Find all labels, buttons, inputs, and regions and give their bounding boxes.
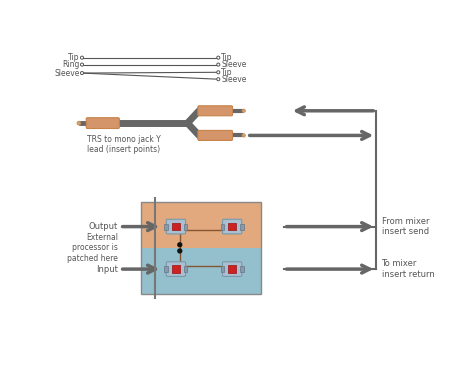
Bar — [220, 266, 225, 272]
Circle shape — [242, 109, 246, 112]
FancyBboxPatch shape — [166, 262, 185, 276]
Bar — [172, 265, 180, 273]
Text: TRS to mono jack Y
lead (insert points): TRS to mono jack Y lead (insert points) — [87, 135, 161, 154]
Text: External
processor is
patched here: External processor is patched here — [67, 233, 118, 263]
Bar — [183, 266, 188, 272]
Bar — [141, 248, 261, 294]
Bar — [172, 223, 180, 230]
Bar — [240, 223, 244, 230]
Text: Output: Output — [89, 222, 118, 231]
Circle shape — [217, 71, 220, 74]
Text: Tip: Tip — [68, 53, 80, 62]
Bar — [228, 223, 236, 230]
Bar — [141, 201, 261, 248]
Text: Sleeve: Sleeve — [55, 69, 80, 77]
Text: Sleeve: Sleeve — [221, 75, 247, 84]
FancyBboxPatch shape — [198, 106, 233, 116]
Text: Ring: Ring — [62, 60, 80, 69]
Circle shape — [77, 121, 81, 125]
FancyBboxPatch shape — [86, 118, 119, 128]
FancyBboxPatch shape — [198, 130, 233, 141]
Text: Tip: Tip — [221, 68, 233, 77]
Bar — [220, 223, 225, 230]
Text: Tip: Tip — [221, 53, 233, 62]
FancyBboxPatch shape — [166, 219, 185, 234]
Circle shape — [242, 134, 246, 137]
Bar — [164, 223, 168, 230]
Circle shape — [81, 72, 83, 74]
Circle shape — [217, 78, 220, 81]
Bar — [164, 266, 168, 272]
Circle shape — [81, 56, 83, 59]
Bar — [141, 201, 261, 294]
Circle shape — [217, 56, 220, 59]
Bar — [228, 265, 236, 273]
FancyBboxPatch shape — [222, 219, 242, 234]
Text: Sleeve: Sleeve — [221, 60, 247, 69]
Bar — [183, 223, 188, 230]
Bar — [240, 266, 244, 272]
Circle shape — [178, 249, 182, 253]
FancyBboxPatch shape — [222, 262, 242, 276]
Text: Input: Input — [96, 265, 118, 274]
Text: From mixer
insert send: From mixer insert send — [382, 217, 429, 236]
Circle shape — [81, 63, 83, 66]
Circle shape — [178, 243, 182, 247]
Circle shape — [217, 63, 220, 66]
Text: To mixer
insert return: To mixer insert return — [382, 260, 434, 279]
